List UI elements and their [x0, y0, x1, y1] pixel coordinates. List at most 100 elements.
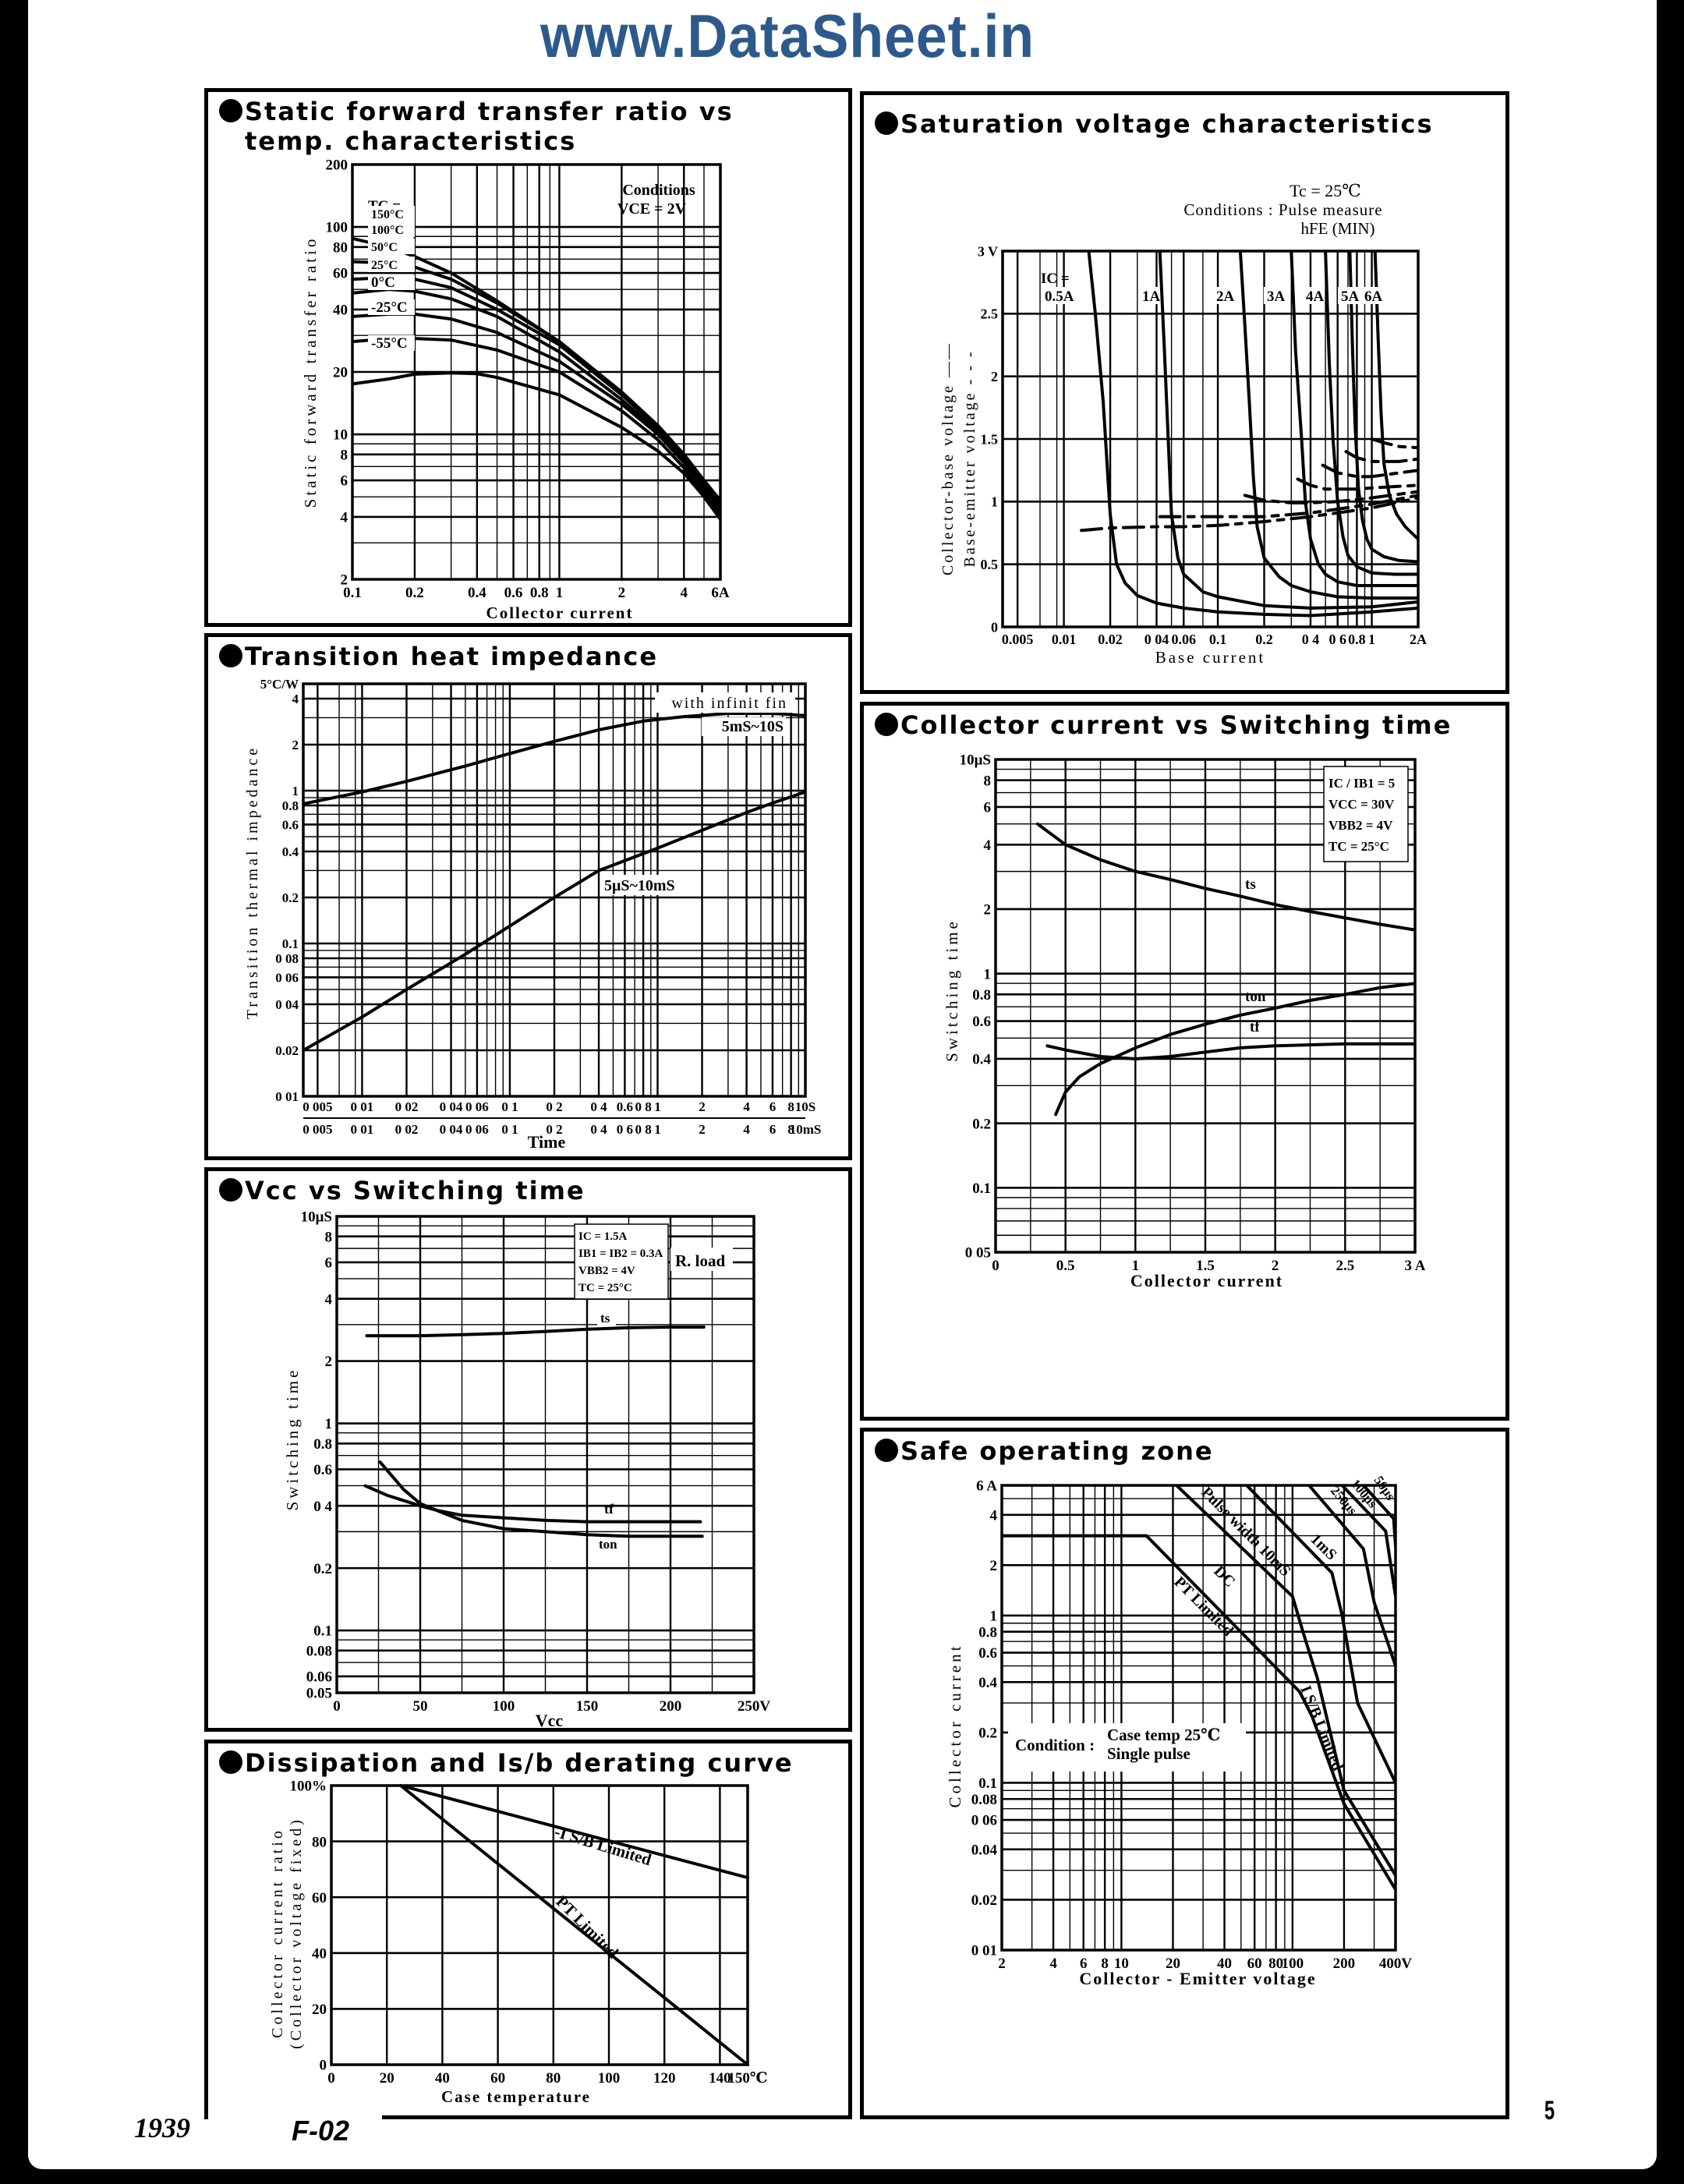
svg-text:5A: 5A: [1341, 288, 1360, 305]
svg-text:IC = 1.5A: IC = 1.5A: [578, 1230, 627, 1243]
svg-text:0: 0: [333, 1698, 341, 1715]
svg-text:0.1: 0.1: [313, 1623, 332, 1640]
svg-text:50: 50: [413, 1698, 428, 1715]
svg-text:0 005: 0 005: [302, 1099, 332, 1114]
svg-text:Switching time: Switching time: [943, 919, 961, 1062]
svg-text:40: 40: [435, 2070, 450, 2087]
svg-text:0 2: 0 2: [546, 1122, 562, 1137]
svg-text:10: 10: [1114, 1956, 1129, 1972]
series-250μs: [1307, 1485, 1396, 1668]
series-100μs: [1340, 1485, 1396, 1598]
svg-text:6 A: 6 A: [976, 1478, 997, 1495]
svg-text:400V: 400V: [1379, 1956, 1413, 1972]
svg-text:200: 200: [660, 1698, 682, 1715]
svg-text:4: 4: [325, 1291, 333, 1308]
svg-text:0.4: 0.4: [282, 844, 299, 859]
svg-text:Static forward transfer ratio: Static forward transfer ratio: [301, 236, 320, 508]
svg-text:0: 0: [327, 2070, 335, 2087]
panel-soa: Safe operating zone: [860, 1428, 1509, 2119]
svg-text:0 4: 0 4: [313, 1499, 332, 1515]
vcb-1A: [1158, 251, 1418, 610]
svg-text:Tc = 25℃: Tc = 25℃: [1290, 181, 1361, 200]
svg-text:80: 80: [333, 240, 348, 257]
svg-text:2: 2: [984, 902, 992, 919]
svg-text:Case temperature: Case temperature: [441, 2087, 591, 2106]
series-ts: [1035, 822, 1415, 932]
svg-text:IB1 = IB2 = 0.3A: IB1 = IB2 = 0.3A: [578, 1248, 663, 1260]
svg-text:Base current: Base current: [1155, 648, 1266, 667]
svg-text:0.8: 0.8: [530, 585, 549, 601]
svg-text:100°C: 100°C: [371, 224, 404, 237]
svg-text:60: 60: [490, 2070, 505, 2087]
svg-text:40: 40: [312, 1945, 327, 1962]
svg-text:0.8: 0.8: [313, 1436, 332, 1453]
svg-text:0 6: 0 6: [617, 1122, 633, 1137]
chart-saturation: 0 0.5 1 1.5 2 2.5 3 V 0.005 0.01 0.02 0 04 0.06 0.1 0…: [939, 181, 1427, 667]
series-1mS: [1245, 1485, 1396, 1785]
svg-text:DC: DC: [1210, 1563, 1238, 1591]
svg-text:0.8: 0.8: [1348, 632, 1366, 647]
svg-text:10μS: 10μS: [301, 1209, 332, 1226]
svg-text:250V: 250V: [738, 1698, 771, 1715]
svg-text:0.02: 0.02: [275, 1043, 299, 1058]
svg-text:0.4: 0.4: [972, 1052, 991, 1068]
svg-text:2A: 2A: [1410, 632, 1427, 647]
vbe-6A: [1370, 437, 1418, 450]
svg-text:100: 100: [598, 2070, 621, 2087]
svg-text:0.5: 0.5: [981, 557, 999, 572]
svg-text:6: 6: [769, 1122, 777, 1137]
svg-text:100: 100: [326, 220, 348, 236]
vcb-3A: [1290, 251, 1418, 587]
bullet-icon: [875, 1439, 898, 1462]
svg-text:5mS~10S: 5mS~10S: [722, 718, 784, 735]
svg-text:0: 0: [991, 619, 998, 635]
svg-text:0 06: 0 06: [971, 1813, 997, 1829]
svg-text:50°C: 50°C: [371, 241, 398, 254]
svg-text:80: 80: [1268, 1956, 1283, 1972]
svg-text:0 8: 0 8: [635, 1099, 651, 1114]
svg-text:0.5A: 0.5A: [1045, 288, 1074, 305]
svg-text:8: 8: [341, 448, 348, 464]
svg-text:1: 1: [654, 1122, 661, 1137]
svg-text:8: 8: [325, 1229, 333, 1245]
svg-text:3A: 3A: [1267, 288, 1286, 305]
svg-text:2: 2: [341, 572, 348, 589]
svg-text:0 4: 0 4: [1302, 632, 1320, 647]
vbe-4A: [1321, 463, 1418, 479]
bullet-icon: [875, 713, 898, 736]
svg-text:2: 2: [699, 1099, 706, 1114]
svg-text:0.1: 0.1: [1209, 632, 1227, 647]
svg-text:0.6: 0.6: [617, 1099, 633, 1114]
svg-text:1.5: 1.5: [981, 431, 999, 447]
svg-text:6A: 6A: [711, 585, 730, 601]
svg-text:20: 20: [333, 365, 348, 381]
vbe-5A: [1344, 450, 1418, 463]
svg-text:2: 2: [325, 1354, 333, 1370]
svg-text:Transition thermal impedance: Transition thermal impedance: [244, 745, 261, 1019]
svg-text:1: 1: [1368, 632, 1375, 647]
svg-text:1: 1: [984, 966, 992, 982]
svg-text:0 01: 0 01: [971, 1943, 997, 1959]
svg-text:0: 0: [320, 2058, 327, 2074]
svg-text:ts: ts: [600, 1311, 610, 1326]
svg-text:Collector current: Collector current: [946, 1644, 964, 1808]
svg-text:0.6: 0.6: [978, 1645, 997, 1662]
svg-text:0 04: 0 04: [275, 997, 299, 1012]
panel-title: Dissipation and Is/b derating curve: [219, 1748, 794, 1778]
bullet-icon: [219, 1178, 242, 1202]
series-ton: [1054, 982, 1415, 1117]
svg-text:5°C/W: 5°C/W: [260, 677, 299, 692]
bullet-icon: [219, 99, 242, 122]
svg-text:Condition :: Condition :: [1015, 1736, 1095, 1754]
svg-text:hFE (MIN): hFE (MIN): [1300, 219, 1374, 238]
svg-text:150: 150: [576, 1698, 599, 1715]
svg-text:100: 100: [493, 1698, 515, 1715]
svg-text:0 04: 0 04: [440, 1099, 463, 1114]
svg-text:Single pulse: Single pulse: [1107, 1744, 1190, 1763]
svg-text:0.2: 0.2: [1255, 632, 1273, 647]
site-watermark[interactable]: www.DataSheet.in: [540, 2, 1035, 70]
page-number: 5: [1544, 2096, 1555, 2126]
svg-text:4: 4: [743, 1099, 750, 1114]
svg-text:0.4: 0.4: [978, 1675, 997, 1691]
bullet-icon: [219, 644, 242, 667]
